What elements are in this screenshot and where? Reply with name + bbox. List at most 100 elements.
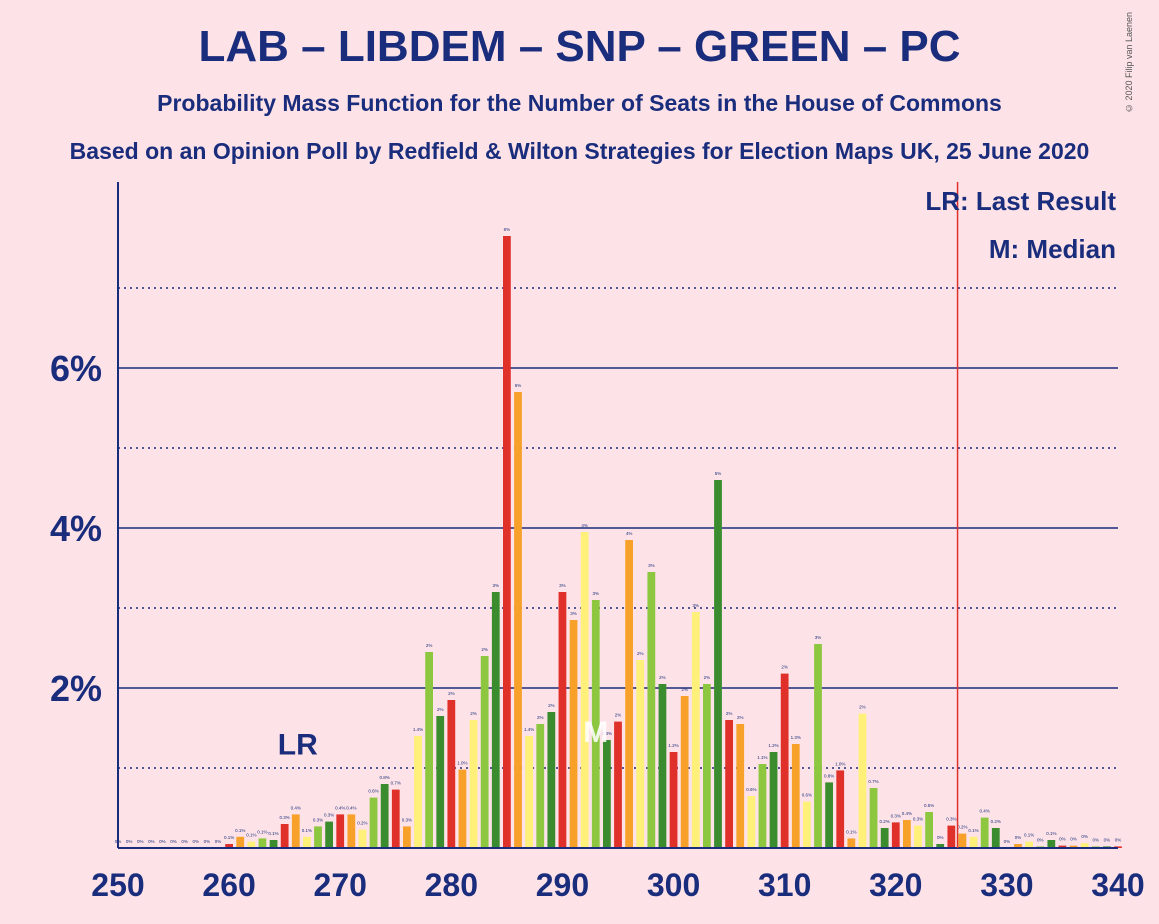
bar-value-label: 2%	[737, 715, 744, 720]
chart-source-line: Based on an Opinion Poll by Redfield & W…	[69, 138, 1090, 164]
bar-value-label: 0%	[937, 835, 944, 840]
bar	[469, 720, 478, 848]
bar-value-label: 1.4%	[413, 727, 423, 732]
bar	[980, 817, 989, 848]
bar	[725, 720, 733, 848]
bar-value-label: 0.6%	[802, 793, 812, 798]
bar	[669, 752, 678, 848]
bar-value-label: 3%	[648, 563, 655, 568]
bar-value-label: 0.7%	[391, 781, 401, 786]
x-tick-label: 320	[869, 867, 922, 903]
bar	[825, 782, 833, 848]
bar	[925, 812, 933, 848]
bar	[491, 592, 500, 848]
bar-value-label: 0.1%	[846, 829, 856, 834]
bar	[636, 660, 645, 848]
bar-value-label: 0.3%	[324, 813, 334, 818]
y-tick-label: 6%	[50, 348, 102, 389]
bar	[358, 829, 367, 848]
bar-value-label: 0.4%	[902, 811, 912, 816]
x-tick-label: 330	[980, 867, 1033, 903]
bar	[680, 696, 689, 848]
bar-value-label: 0.2%	[880, 819, 890, 824]
bar-value-label: 1.3%	[791, 735, 801, 740]
bar	[514, 392, 522, 848]
gridlines	[118, 287, 1118, 769]
bar-series	[225, 236, 1122, 848]
bar	[391, 789, 400, 848]
bar	[714, 480, 722, 848]
bar-value-label: 0%	[204, 839, 211, 844]
bar	[1025, 841, 1033, 848]
bar-value-label: 2%	[859, 705, 866, 710]
bar	[758, 764, 767, 848]
bar-value-label: 2%	[726, 711, 733, 716]
bar-value-label: 5%	[715, 471, 722, 476]
bar	[736, 724, 745, 848]
bar	[703, 684, 711, 848]
bar-value-label: 0%	[137, 839, 144, 844]
x-tick-label: 270	[314, 867, 367, 903]
chart-title: LAB – LIBDEM – SNP – GREEN – PC	[198, 22, 961, 71]
bar-value-label: 0.1%	[1046, 831, 1056, 836]
bar-value-label: 2%	[548, 703, 555, 708]
bar	[947, 825, 956, 848]
bar-value-label: 0.6%	[746, 787, 756, 792]
bar	[1080, 843, 1089, 848]
bar-value-label: 2%	[637, 651, 644, 656]
bar-value-label: 3%	[570, 611, 577, 616]
bar-value-label: 0%	[1115, 837, 1122, 842]
bar-value-label: 6%	[515, 383, 522, 388]
bar-value-label: 0.1%	[968, 828, 978, 833]
chart-subtitle: Probability Mass Function for the Number…	[157, 90, 1002, 116]
bar-value-label: 0.1%	[235, 828, 245, 833]
bar-value-label: 4%	[626, 531, 633, 536]
bar-value-label: 0.3%	[891, 813, 901, 818]
bar-value-label: 0.1%	[1024, 833, 1034, 838]
bar-value-label: 1.3%	[602, 731, 612, 736]
bar-value-label: 0.3%	[913, 817, 923, 822]
bar-value-label: 3%	[493, 583, 500, 588]
bar-value-label: 0.3%	[946, 817, 956, 822]
bar	[814, 644, 822, 848]
bar-value-label: 3%	[815, 635, 822, 640]
bar-value-label: 0.6%	[368, 789, 378, 794]
bar-value-label: 2%	[704, 675, 711, 680]
bar-value-label: 0%	[1004, 839, 1011, 844]
bar	[436, 716, 445, 848]
bar-value-label: 0%	[215, 839, 222, 844]
bar	[258, 838, 267, 848]
bar	[347, 814, 356, 848]
bar	[691, 612, 700, 848]
x-tick-label: 280	[425, 867, 478, 903]
bar	[836, 770, 845, 848]
bar-value-labels: 0%0%0%0%0%0%0%0%0%0%0.1%0.1%0.1%0.1%0.1%…	[115, 227, 1122, 844]
bar-value-label: 2%	[537, 715, 544, 720]
bar-value-label: 0.2%	[957, 825, 967, 830]
bar-value-label: 0.1%	[246, 833, 256, 838]
median-label: M	[583, 716, 608, 749]
bar	[769, 752, 778, 848]
bar	[403, 826, 411, 848]
bar	[580, 532, 589, 848]
bar-value-label: 2%	[448, 691, 455, 696]
x-tick-label: 300	[647, 867, 700, 903]
bar-value-label: 2%	[781, 665, 788, 670]
bar-value-label: 3%	[693, 603, 700, 608]
bar	[458, 769, 467, 848]
bar	[658, 684, 667, 848]
bar	[936, 844, 945, 848]
bar-value-label: 0%	[1093, 837, 1100, 842]
bar	[914, 825, 922, 848]
bar	[480, 656, 489, 848]
bar	[603, 740, 611, 848]
bar	[991, 828, 1000, 848]
bar-value-label: 2%	[470, 711, 477, 716]
bar	[314, 826, 322, 848]
bar-value-label: 0.3%	[313, 817, 323, 822]
bar	[536, 724, 545, 848]
bar	[236, 836, 245, 848]
bar-value-label: 0%	[170, 839, 177, 844]
